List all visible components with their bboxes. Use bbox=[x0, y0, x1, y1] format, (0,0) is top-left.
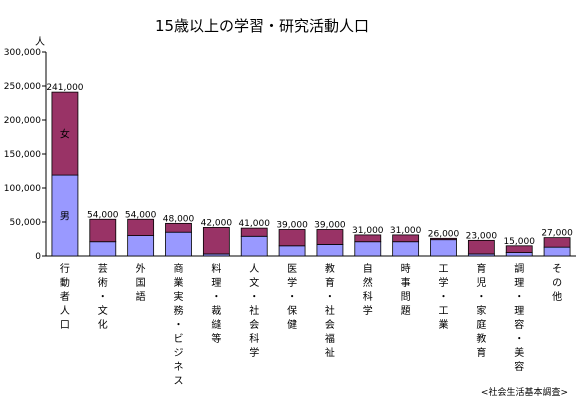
bar-segment-female bbox=[51, 91, 79, 176]
y-tick-labels: 0 50,000 100,000 150,000 200,000 250,000 300,0… bbox=[4, 48, 46, 262]
bar-segment-male bbox=[392, 241, 420, 257]
chart-title: 15歳以上の学習・研究活動人口 bbox=[155, 17, 369, 35]
category-label: 行動者人口 bbox=[60, 262, 70, 331]
bar-segment-female bbox=[278, 229, 306, 247]
category-labels: 行動者人口 芸術・文化 外国語 商業実務・ビジネス 料理・裁縫等 人文・社会科学 医学・保健… bbox=[60, 262, 562, 387]
bar-segment-male bbox=[165, 231, 192, 257]
data-label: 15,000 bbox=[503, 237, 535, 247]
bar-segment-female bbox=[505, 245, 533, 254]
data-label: 26,000 bbox=[428, 229, 460, 239]
category-label: 時事問題 bbox=[401, 263, 411, 317]
source-note: <社会生活基本調査> bbox=[481, 386, 568, 398]
bar-segment-male bbox=[51, 174, 79, 257]
bar-segment-male bbox=[278, 245, 306, 257]
data-label: 42,000 bbox=[201, 218, 233, 228]
y-tick-label: 300,000 bbox=[4, 48, 41, 58]
data-label: 31,000 bbox=[352, 226, 384, 236]
y-tick-label: 100,000 bbox=[4, 184, 41, 194]
category-label: 工学・工業 bbox=[439, 264, 449, 331]
data-label: 41,000 bbox=[238, 219, 270, 229]
data-label: 54,000 bbox=[87, 210, 119, 220]
category-label: 外国語 bbox=[136, 263, 146, 303]
category-label: 教育・社会福祉 bbox=[325, 262, 335, 359]
bar-segment-male bbox=[240, 235, 268, 257]
bar-segment-female bbox=[89, 218, 117, 243]
bar-segment-male bbox=[316, 244, 344, 257]
y-tick-label: 0 bbox=[35, 252, 41, 262]
bar-segment-female bbox=[240, 227, 268, 237]
category-label: 料理・裁縫等 bbox=[211, 262, 221, 345]
series-label-male: 男 bbox=[60, 211, 70, 223]
category-label: 医学・保健 bbox=[287, 263, 297, 331]
bar-segment-female bbox=[430, 237, 457, 241]
bar-segment-female bbox=[543, 237, 571, 248]
bar-segment-female bbox=[316, 229, 344, 245]
bar-segment-female bbox=[165, 222, 192, 233]
category-label: その他 bbox=[552, 263, 562, 303]
bar-segment-female bbox=[467, 239, 495, 255]
y-tick-label: 150,000 bbox=[4, 150, 41, 160]
data-label: 241,000 bbox=[46, 83, 83, 93]
category-label: 芸術・文化 bbox=[98, 262, 108, 331]
data-label: 27,000 bbox=[541, 229, 573, 239]
bar-segment-female bbox=[392, 234, 420, 243]
data-labels: 241,000 54,000 54,000 48,000 42,000 41,000 39,… bbox=[46, 83, 573, 247]
bar-segment-female bbox=[202, 227, 230, 255]
y-axis-unit: 人 bbox=[35, 36, 45, 48]
series-label-female: 女 bbox=[60, 128, 70, 141]
category-label: 調理・理容・美容 bbox=[514, 262, 524, 373]
bar-segment-male bbox=[354, 241, 382, 257]
data-label: 48,000 bbox=[163, 214, 195, 224]
category-label: 育児・家庭教育 bbox=[476, 262, 486, 359]
bar-segment-male bbox=[543, 246, 571, 257]
bar-segment-female bbox=[127, 218, 155, 236]
axes bbox=[45, 52, 576, 257]
bar-segment-female bbox=[354, 234, 382, 243]
data-label: 54,000 bbox=[125, 210, 157, 220]
bar-segment-male bbox=[89, 241, 117, 257]
y-tick-label: 250,000 bbox=[4, 82, 41, 92]
bar-segment-male bbox=[127, 235, 155, 257]
category-label: 自然科学 bbox=[363, 262, 373, 317]
data-label: 39,000 bbox=[314, 220, 346, 230]
category-label: 人文・社会科学 bbox=[249, 263, 259, 359]
series-labels: 男女 bbox=[60, 128, 70, 223]
data-label: 23,000 bbox=[466, 231, 498, 241]
y-tick-label: 50,000 bbox=[10, 218, 42, 228]
data-label: 39,000 bbox=[276, 220, 308, 230]
bar-segment-male bbox=[430, 239, 457, 257]
bars bbox=[51, 91, 571, 257]
y-tick-label: 200,000 bbox=[4, 116, 41, 126]
category-label: 商業実務・ビジネス bbox=[174, 262, 184, 387]
bar-segment-male bbox=[505, 252, 533, 257]
data-label: 31,000 bbox=[390, 226, 422, 236]
